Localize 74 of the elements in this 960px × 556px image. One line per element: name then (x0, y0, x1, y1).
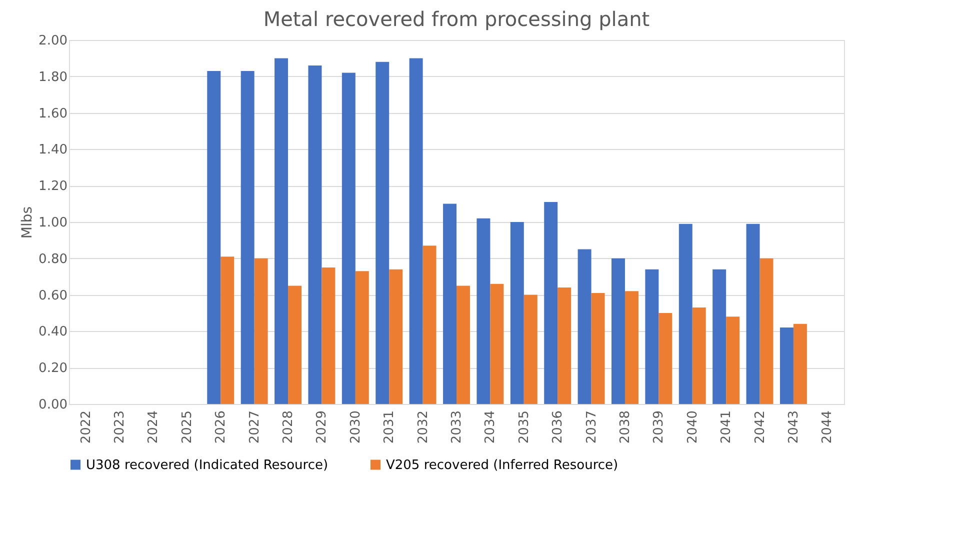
bar (524, 294, 538, 404)
y-tick-label: 1.60 (38, 106, 68, 122)
y-tick-label: 0.20 (38, 361, 68, 376)
bar (409, 58, 423, 404)
y-tick-label: 0.40 (38, 324, 68, 340)
y-tick-label: 1.80 (38, 70, 68, 85)
legend-label: V205 recovered (Inferred Resource) (386, 458, 618, 473)
x-tick-label: 2035 (516, 410, 532, 444)
x-tick-label: 2044 (820, 410, 836, 444)
bar (376, 62, 390, 404)
y-tick-label: 0.60 (38, 288, 68, 304)
bar (274, 58, 288, 404)
x-tick-label: 2028 (281, 410, 296, 444)
bar (726, 316, 740, 404)
x-tick-label: 2024 (146, 410, 162, 444)
bar (760, 258, 774, 404)
x-tick-label: 2041 (719, 410, 734, 444)
bar (678, 224, 692, 404)
bar (658, 313, 672, 404)
x-tick-label: 2032 (416, 410, 431, 444)
x-tick-label: 2030 (348, 410, 364, 444)
bar (692, 308, 706, 404)
x-tick-label: 2029 (314, 410, 330, 444)
y-tick-label: 1.00 (38, 216, 68, 230)
bar (254, 258, 268, 404)
y-tick-label: 2.00 (38, 34, 68, 48)
x-tick-label: 2034 (483, 410, 498, 444)
x-tick-label: 2031 (382, 410, 398, 444)
bar (456, 286, 470, 404)
y-axis-title: Mlbs (20, 206, 36, 239)
x-tick-label: 2033 (450, 410, 464, 444)
bar (510, 222, 524, 404)
bar (308, 65, 322, 404)
bar (780, 328, 794, 404)
y-tick-label: 1.40 (38, 142, 68, 158)
x-tick-label: 2027 (247, 410, 262, 444)
bar (207, 70, 221, 404)
legend-label: U308 recovered (Indicated Resource) (86, 458, 328, 473)
bar (591, 292, 605, 404)
bar (389, 269, 403, 404)
x-tick-label: 2026 (214, 410, 229, 444)
bar (422, 246, 436, 404)
bar (544, 202, 558, 404)
bar (476, 218, 490, 404)
bar (712, 269, 726, 404)
x-tick-label: 2042 (752, 410, 768, 444)
x-tick-label: 2037 (584, 410, 600, 444)
x-tick-label: 2022 (78, 410, 94, 444)
bar (240, 70, 254, 404)
x-tick-label: 2040 (685, 410, 700, 444)
bar (443, 204, 456, 404)
x-tick-label: 2039 (652, 410, 667, 444)
x-tick-label: 2043 (786, 410, 802, 444)
bar (746, 224, 760, 404)
chart-title: Metal recovered from processing plant (263, 7, 650, 31)
bar (288, 286, 302, 404)
bar (578, 249, 592, 404)
x-tick-label: 2038 (618, 410, 633, 444)
y-tick-label: 0.80 (38, 252, 68, 267)
bar (558, 288, 572, 404)
y-tick-label: 0.00 (38, 398, 68, 412)
x-tick-label: 2036 (550, 410, 566, 444)
y-tick-label: 1.20 (38, 179, 68, 194)
bar (612, 258, 625, 404)
x-tick-label: 2025 (180, 410, 195, 444)
bar (490, 284, 504, 404)
bar (220, 256, 234, 404)
bar (645, 269, 659, 404)
bar (624, 291, 638, 404)
bar (322, 268, 336, 404)
bar (793, 324, 807, 404)
x-tick-label: 2023 (112, 410, 128, 444)
bar (355, 271, 369, 404)
bar (342, 72, 356, 404)
